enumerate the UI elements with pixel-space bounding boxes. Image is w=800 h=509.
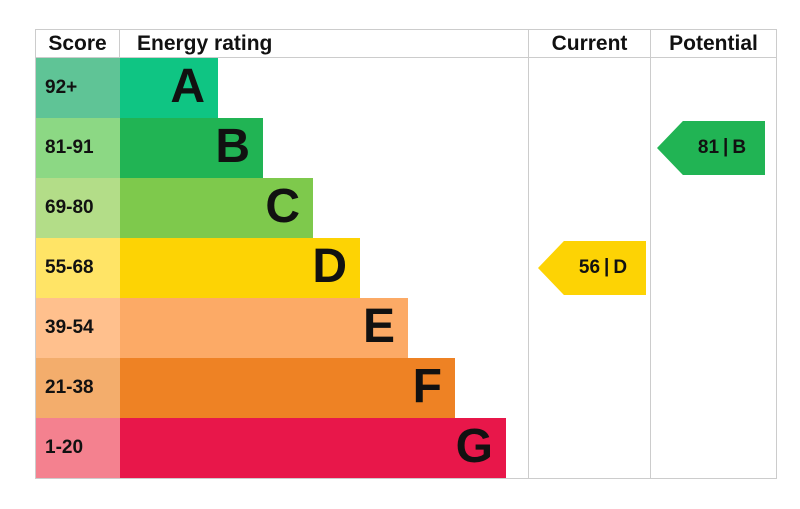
band-score-range: 55-68 [45, 257, 94, 278]
table-header-row: Score Energy rating Current Potential [36, 30, 776, 58]
band-score-range: 69-80 [45, 197, 94, 218]
score-band-separator: | [723, 136, 729, 157]
band-row: 81-91 B 81 | B [36, 118, 776, 178]
potential-band-letter: B [732, 137, 747, 158]
energy-band-bar: B [120, 118, 263, 178]
band-row: 1-20 G [36, 418, 776, 478]
potential-rating-cell [650, 418, 776, 478]
band-bar-cell: C [120, 178, 528, 238]
current-band-letter: D [613, 257, 628, 278]
current-rating-cell [528, 178, 650, 238]
band-row: 21-38 F [36, 358, 776, 418]
current-rating-cell [528, 118, 650, 178]
band-score-range-cell: 1-20 [36, 418, 120, 478]
header-current: Current [528, 30, 650, 58]
energy-band-bar: F [120, 358, 455, 418]
current-rating-cell [528, 358, 650, 418]
band-score-range: 39-54 [45, 317, 94, 338]
band-letter: A [170, 60, 205, 113]
current-rating-cell [528, 298, 650, 358]
potential-rating-cell: 81 | B [650, 118, 776, 178]
band-letter: D [312, 240, 347, 293]
band-row: 69-80 C [36, 178, 776, 238]
header-energy-rating: Energy rating [120, 30, 528, 58]
band-score-range-cell: 81-91 [36, 118, 120, 178]
band-rows-container: 92+ A 81-91 B 81 | B 69-80 C [36, 58, 776, 478]
current-rating-cell [528, 58, 650, 118]
band-bar-cell: A [120, 58, 528, 118]
energy-band-bar: G [120, 418, 506, 478]
energy-band-bar: C [120, 178, 313, 238]
band-score-range-cell: 92+ [36, 58, 120, 118]
band-score-range: 92+ [45, 77, 78, 98]
band-score-range-cell: 21-38 [36, 358, 120, 418]
band-score-range-cell: 55-68 [36, 238, 120, 298]
band-bar-cell: F [120, 358, 528, 418]
potential-rating-cell [650, 358, 776, 418]
band-bar-cell: E [120, 298, 528, 358]
band-row: 55-68 D 56 | D [36, 238, 776, 298]
energy-band-bar: E [120, 298, 408, 358]
current-rating-arrow: 56 | D [538, 241, 646, 295]
band-letter: E [362, 300, 395, 353]
band-letter: G [455, 420, 493, 473]
current-rating-cell: 56 | D [528, 238, 650, 298]
header-potential: Potential [650, 30, 776, 58]
band-bar-cell: B [120, 118, 528, 178]
energy-rating-chart: Score Energy rating Current Potential 92… [35, 29, 777, 479]
band-score-range-cell: 39-54 [36, 298, 120, 358]
band-row: 39-54 E [36, 298, 776, 358]
potential-score-value: 81 [697, 137, 720, 158]
band-letter: F [412, 360, 442, 413]
energy-band-bar: A [120, 58, 218, 118]
band-score-range: 1-20 [45, 437, 84, 458]
energy-band-bar: D [120, 238, 360, 298]
potential-rating-cell [650, 58, 776, 118]
header-score: Score [36, 30, 120, 58]
current-rating-cell [528, 418, 650, 478]
band-bar-cell: G [120, 418, 528, 478]
band-score-range: 81-91 [45, 137, 94, 158]
potential-rating-cell [650, 298, 776, 358]
score-band-separator: | [604, 256, 610, 277]
band-row: 92+ A [36, 58, 776, 118]
band-bar-cell: D [120, 238, 528, 298]
band-score-range: 21-38 [45, 377, 94, 398]
potential-rating-cell [650, 238, 776, 298]
band-letter: B [215, 120, 250, 173]
band-letter: C [265, 180, 300, 233]
current-score-value: 56 [578, 257, 601, 278]
band-score-range-cell: 69-80 [36, 178, 120, 238]
potential-rating-arrow: 81 | B [657, 121, 765, 175]
potential-rating-cell [650, 178, 776, 238]
